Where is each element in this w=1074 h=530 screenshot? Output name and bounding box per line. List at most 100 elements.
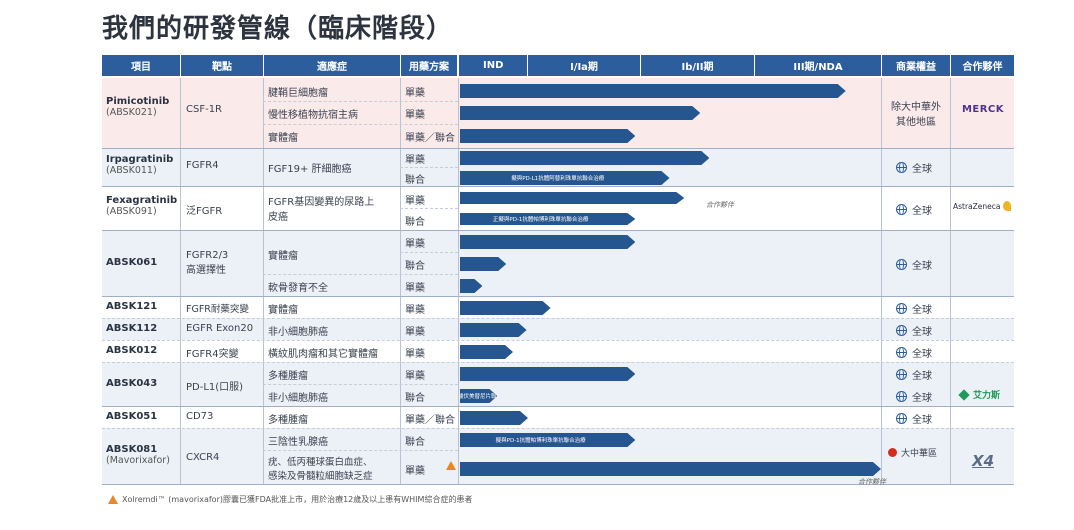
- regimen: 單藥: [405, 155, 425, 166]
- drug-absk061: ABSK061: [106, 257, 158, 268]
- partner-x4-logo: X4: [972, 452, 995, 470]
- subrow-divider: [263, 101, 458, 102]
- drug-code: (Mavorixafor): [106, 455, 170, 466]
- group-band-absk012: [102, 340, 1014, 362]
- globe-icon: [896, 325, 907, 336]
- regimen: 單藥: [405, 349, 425, 360]
- pipeline-bar: 正擬與PD-1抗體帕博利珠單抗聯合治療: [460, 213, 635, 225]
- drug-name: ABSK081: [106, 444, 158, 455]
- row-divider: [102, 484, 1014, 485]
- regimen: 單藥: [405, 196, 425, 207]
- globe-icon: [896, 369, 907, 380]
- indication: 慢性移植物抗宿主病: [268, 110, 358, 121]
- rights-line-1: 除大中華外: [891, 102, 941, 113]
- pipeline-bar: [460, 367, 635, 381]
- partner-name: 艾力斯: [973, 391, 1001, 401]
- partner-allist-logo: 艾力斯: [958, 388, 1001, 401]
- drug-absk012: ABSK012: [106, 345, 158, 356]
- column-divider: [950, 78, 951, 484]
- regimen: 單藥: [405, 466, 425, 477]
- drug-absk112: ABSK112: [106, 323, 158, 334]
- regimen: 聯合: [405, 217, 425, 228]
- astrazeneca-swirl-icon: [1002, 201, 1011, 211]
- partner-astrazeneca-logo: AstraZeneca: [953, 201, 1011, 211]
- rights-label: 大中華區: [901, 449, 938, 459]
- pipeline-bar: [460, 279, 482, 293]
- partner-merck-logo: MERCK: [961, 104, 1005, 115]
- rights-label: 全球: [912, 305, 932, 316]
- regimen: 聯合: [405, 175, 425, 186]
- partner-name: AstraZeneca: [953, 201, 1001, 211]
- indication: 三陰性乳腺癌: [268, 437, 328, 448]
- header-phase-3: III期/NDA: [755, 55, 881, 76]
- rights-global: 全球: [896, 160, 932, 175]
- indication: 多種腫瘤: [268, 415, 308, 426]
- regimen: 聯合: [405, 437, 425, 448]
- drug-code: (ABSK011): [106, 165, 157, 176]
- pipeline-bar: [460, 151, 709, 165]
- group-band-absk051: [102, 406, 1014, 428]
- target-line-2: 高選擇性: [186, 265, 226, 276]
- partner-note: 合作夥伴: [858, 478, 886, 486]
- rights-label: 全球: [912, 327, 932, 338]
- header-phase-2: Ib/II期: [641, 55, 754, 76]
- indication-line-1: 疣、低丙種球蛋白血症、: [268, 457, 373, 468]
- target-fgfr23: FGFR2/3 高選擇性: [186, 250, 228, 276]
- column-divider: [263, 78, 264, 484]
- indication: 實體瘤: [268, 251, 298, 262]
- subrow-divider: [400, 252, 458, 253]
- drug-absk121: ABSK121: [106, 301, 158, 312]
- pipeline-bar: [460, 257, 506, 271]
- column-divider: [881, 78, 882, 484]
- drug-name: Pimicotinib: [106, 96, 170, 107]
- rights-label: 全球: [912, 206, 932, 217]
- row-divider: [102, 340, 1014, 341]
- bar-annotation: 擬與PD-L1抗體阿替利珠單抗聯合治療: [511, 176, 605, 182]
- pipeline-bar: [460, 192, 684, 204]
- target-csf1r: CSF-1R: [186, 104, 223, 115]
- row-divider: [102, 318, 1014, 319]
- globe-icon: [896, 162, 907, 173]
- group-band-absk121: [102, 296, 1014, 318]
- indication: 實體瘤: [268, 133, 298, 144]
- drug-pimicotinib: Pimicotinib (ABSK021): [106, 96, 169, 118]
- indication: 實體瘤: [268, 305, 298, 316]
- pipeline-bar: [460, 323, 527, 337]
- pipeline-bar: 擬與PD-L1抗體阿替利珠單抗聯合治療: [460, 171, 670, 185]
- approval-triangle-icon: [108, 495, 118, 504]
- rights-global: 全球: [896, 367, 932, 382]
- regimen: 單藥: [405, 371, 425, 382]
- regimen: 單藥: [405, 305, 425, 316]
- footnote-text: Xolremdi™ (mavorixafor)膠囊已獲FDA批准上市，用於治療1…: [122, 495, 473, 504]
- indication: 橫紋肌肉瘤和其它實體瘤: [268, 349, 378, 360]
- pipeline-bar: [460, 84, 846, 98]
- bar-annotation: 正擬與PD-1抗體帕博利珠單抗聯合治療: [492, 217, 589, 223]
- drug-code: (ABSK091): [106, 206, 157, 217]
- indication: 非小細胞肺癌: [268, 393, 328, 404]
- globe-icon: [896, 259, 907, 270]
- pipeline-bar: [460, 411, 528, 425]
- rights-global: 全球: [896, 389, 932, 404]
- rights-label: 全球: [912, 371, 932, 382]
- drug-name: Fexagratinib: [106, 195, 178, 206]
- target-pdl1-oral: PD-L1(口服): [186, 382, 244, 393]
- column-divider: [180, 78, 181, 484]
- row-divider: [102, 148, 1014, 149]
- rights-label: 全球: [912, 415, 932, 426]
- drug-irpagratinib: Irpagratinib (ABSK011): [106, 154, 173, 176]
- red-dot-icon: [888, 448, 897, 457]
- target-fgfr-resistance: FGFR耐藥突變: [186, 304, 249, 315]
- target-fgfr4-mutation: FGFR4突變: [186, 349, 239, 360]
- header-target: 靶點: [181, 55, 263, 76]
- indication-line-2: 感染及骨髓粒細胞缺乏症: [268, 471, 373, 482]
- header-rights: 商業權益: [882, 55, 950, 76]
- subrow-divider: [400, 167, 458, 168]
- subrow-divider: [400, 208, 458, 209]
- rights-greater-china: 大中華區: [888, 446, 937, 459]
- globe-icon: [896, 391, 907, 402]
- rights-global: 全球: [896, 345, 932, 360]
- indication: 多種腫瘤: [268, 371, 308, 382]
- globe-icon: [896, 413, 907, 424]
- header-phase-1: I/Ia期: [528, 55, 640, 76]
- subrow-divider: [263, 450, 458, 451]
